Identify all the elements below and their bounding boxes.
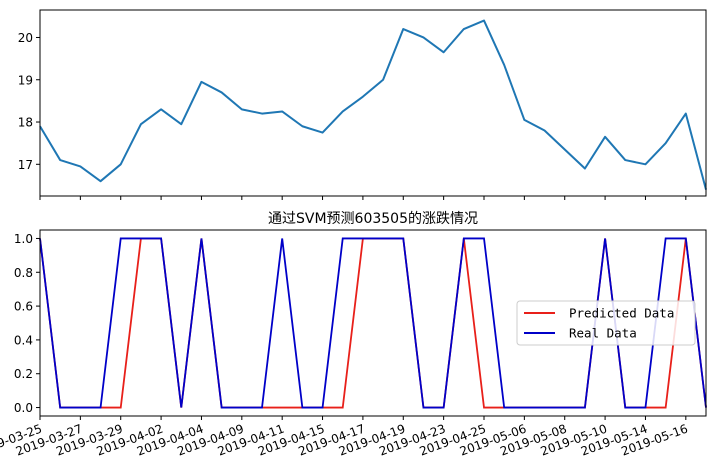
y-tick-label: 1.0 bbox=[14, 232, 33, 246]
price-axes-frame bbox=[39, 9, 707, 197]
price-chart: 17 18 19 20 bbox=[18, 9, 707, 200]
y-tick-label: 20 bbox=[18, 31, 33, 45]
chart-title: 通过SVM预测603505的涨跌情况 bbox=[268, 211, 478, 227]
legend-label-real: Real Data bbox=[569, 326, 637, 341]
y-tick-label: 17 bbox=[18, 158, 33, 172]
legend-label-predicted: Predicted Data bbox=[569, 306, 674, 321]
y-tick-label: 18 bbox=[18, 116, 33, 130]
y-tick-label: 0.4 bbox=[14, 333, 33, 347]
legend-frame bbox=[516, 300, 696, 346]
y-tick-label: 0.6 bbox=[14, 300, 33, 314]
price-series-line bbox=[39, 19, 707, 190]
legend: Predicted Data Real Data bbox=[516, 300, 696, 346]
prediction-axes-frame bbox=[39, 229, 707, 417]
prediction-chart: 通过SVM预测603505的涨跌情况0.00.20.40.60.81.02019… bbox=[0, 211, 707, 459]
y-tick-label: 0.2 bbox=[14, 367, 33, 381]
y-tick-label: 0.0 bbox=[14, 401, 33, 415]
y-tick-label: 19 bbox=[18, 73, 33, 87]
y-tick-label: 0.8 bbox=[14, 266, 33, 280]
